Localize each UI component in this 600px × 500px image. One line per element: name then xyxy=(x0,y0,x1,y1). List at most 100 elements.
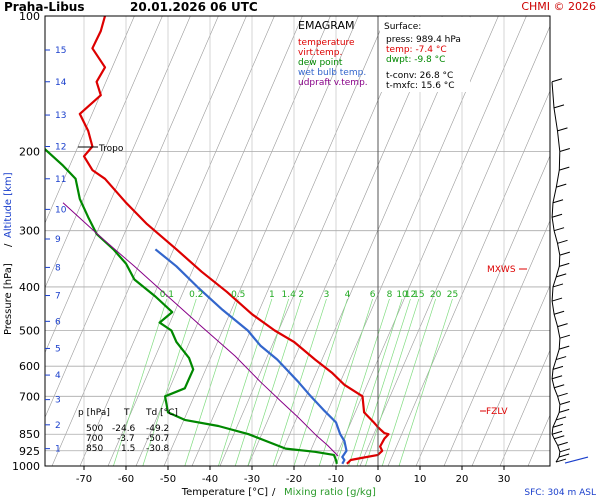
mixing-ratio-label: 0.5 xyxy=(231,290,245,300)
wind-barb xyxy=(557,127,568,132)
mixing-ratio-label: 1.4 xyxy=(281,290,296,300)
datetime-title: 20.01.2026 06 UTC xyxy=(130,0,258,14)
wind-barb xyxy=(557,239,568,244)
wind-barb xyxy=(557,392,568,397)
dry-adiabat xyxy=(45,16,219,419)
wind-barb xyxy=(556,183,567,188)
wind-barb xyxy=(559,345,570,350)
surface-temp: temp: -7.4 °C xyxy=(386,45,447,55)
wind-barb xyxy=(551,375,563,380)
y-tick-label: 100 xyxy=(19,10,40,23)
altitude-tick-label: 3 xyxy=(55,396,61,406)
table-cell: -50.7 xyxy=(146,434,169,444)
mixing-ratio-line xyxy=(348,298,403,466)
wind-barb xyxy=(559,147,570,152)
surface-box-bg xyxy=(380,17,470,92)
altitude-tick-label: 5 xyxy=(55,344,61,354)
surface-title: Surface: xyxy=(384,22,421,32)
dry-adiabat xyxy=(135,16,331,466)
y-axis-separator: / xyxy=(3,243,14,247)
wind-barb xyxy=(559,408,570,413)
wind-barb xyxy=(551,297,563,302)
x-tick-label: -40 xyxy=(202,474,218,485)
dry-adiabat xyxy=(443,219,550,466)
mixing-ratio-line xyxy=(398,298,453,466)
wind-barb xyxy=(557,441,568,446)
dry-adiabat xyxy=(51,16,247,466)
mixing-ratio-line xyxy=(381,298,436,466)
dry-adiabat xyxy=(45,16,135,224)
altitude-tick-label: 7 xyxy=(55,292,61,302)
table-cell: 1.5 xyxy=(121,444,135,454)
x-tick-label: 20 xyxy=(456,474,469,485)
wind-barb xyxy=(559,448,571,453)
credit-label: CHMI © 2026 xyxy=(521,0,596,13)
mixing-ratio-line xyxy=(335,298,390,466)
y-axis-label-altitude: Altitude [km] xyxy=(3,172,14,238)
dry-adiabat xyxy=(45,16,163,289)
y-tick-label: 700 xyxy=(19,390,40,403)
wind-barb xyxy=(552,283,564,288)
x-tick-label: -50 xyxy=(160,474,176,485)
dry-adiabat xyxy=(387,90,550,466)
dry-adiabat xyxy=(584,16,600,466)
dry-adiabat xyxy=(79,16,275,466)
table-cell: 700 xyxy=(86,434,103,444)
x-tick-label: -60 xyxy=(118,474,134,485)
mixing-ratio-label: 4 xyxy=(345,290,351,300)
table-cell: -49.2 xyxy=(146,424,169,434)
table-cell: -30.8 xyxy=(146,444,170,454)
surface-press: press: 989.4 hPa xyxy=(386,35,461,45)
wind-barb xyxy=(552,423,564,428)
dry-adiabat xyxy=(556,16,600,466)
mixing-ratio-line xyxy=(293,298,348,466)
mxws-label: MXWS xyxy=(487,265,516,275)
surface-box: Surface: press: 989.4 hPa temp: -7.4 °C … xyxy=(380,17,470,92)
sfc-label: SFC: 304 m ASL xyxy=(524,488,596,498)
dry-adiabat xyxy=(499,349,550,466)
y-tick-label: 300 xyxy=(19,225,40,238)
series-dew-point xyxy=(45,147,338,465)
x-tick-label: -70 xyxy=(76,474,92,485)
wind-barb xyxy=(553,104,565,109)
wind-barb xyxy=(558,453,570,458)
y-tick-label: 400 xyxy=(19,281,40,294)
series-udpraft-v-temp xyxy=(62,202,339,457)
wind-barb xyxy=(559,262,570,267)
y-tick-label: 200 xyxy=(19,145,40,158)
table-cell: 500 xyxy=(86,424,103,434)
x-tick-label: -20 xyxy=(286,474,302,485)
x-tick-label: 30 xyxy=(498,474,511,485)
mixing-ratio-label: 12 xyxy=(405,290,416,300)
series-layer xyxy=(45,16,390,465)
y-tick-label: 850 xyxy=(19,428,40,441)
mixing-ratio-line xyxy=(234,298,289,466)
mixing-ratio-label: 20 xyxy=(430,290,442,300)
wind-barb xyxy=(551,213,563,218)
plot-frame xyxy=(44,15,551,467)
legend-wet-bulb: wet bulb temp. xyxy=(298,68,366,78)
tropopause-label: Tropo xyxy=(98,144,124,154)
dry-adiabat xyxy=(415,155,550,466)
mixing-ratio-label: 15 xyxy=(413,290,424,300)
wind-barb xyxy=(557,323,568,328)
y-axis-label: Pressure [hPa] xyxy=(3,263,14,335)
surface-dwpt: dwpt: -9.8 °C xyxy=(386,55,445,65)
x-tick-label: 0 xyxy=(375,474,381,485)
y-tick-label: 925 xyxy=(19,445,40,458)
x-tick-label: -30 xyxy=(244,474,260,485)
wind-barb xyxy=(555,356,567,361)
x-axis-label: Temperature [°C] xyxy=(181,487,268,498)
mixing-ratio-label: 10 xyxy=(396,290,408,300)
altitude-tick-label: 14 xyxy=(55,78,67,88)
altitude-tick-label: 1 xyxy=(55,445,61,455)
mixing-ratio-label: 2 xyxy=(298,290,304,300)
series-temperature xyxy=(78,16,390,465)
wind-barb xyxy=(555,458,567,463)
series-wet-bulb-temp xyxy=(154,248,348,465)
mixing-ratio-label: 25 xyxy=(447,290,458,300)
altitude-tick-label: 9 xyxy=(55,235,61,245)
level-table: p [hPa] T Td [°C] 500 -24.6 -49.2 700 -3… xyxy=(78,408,178,454)
